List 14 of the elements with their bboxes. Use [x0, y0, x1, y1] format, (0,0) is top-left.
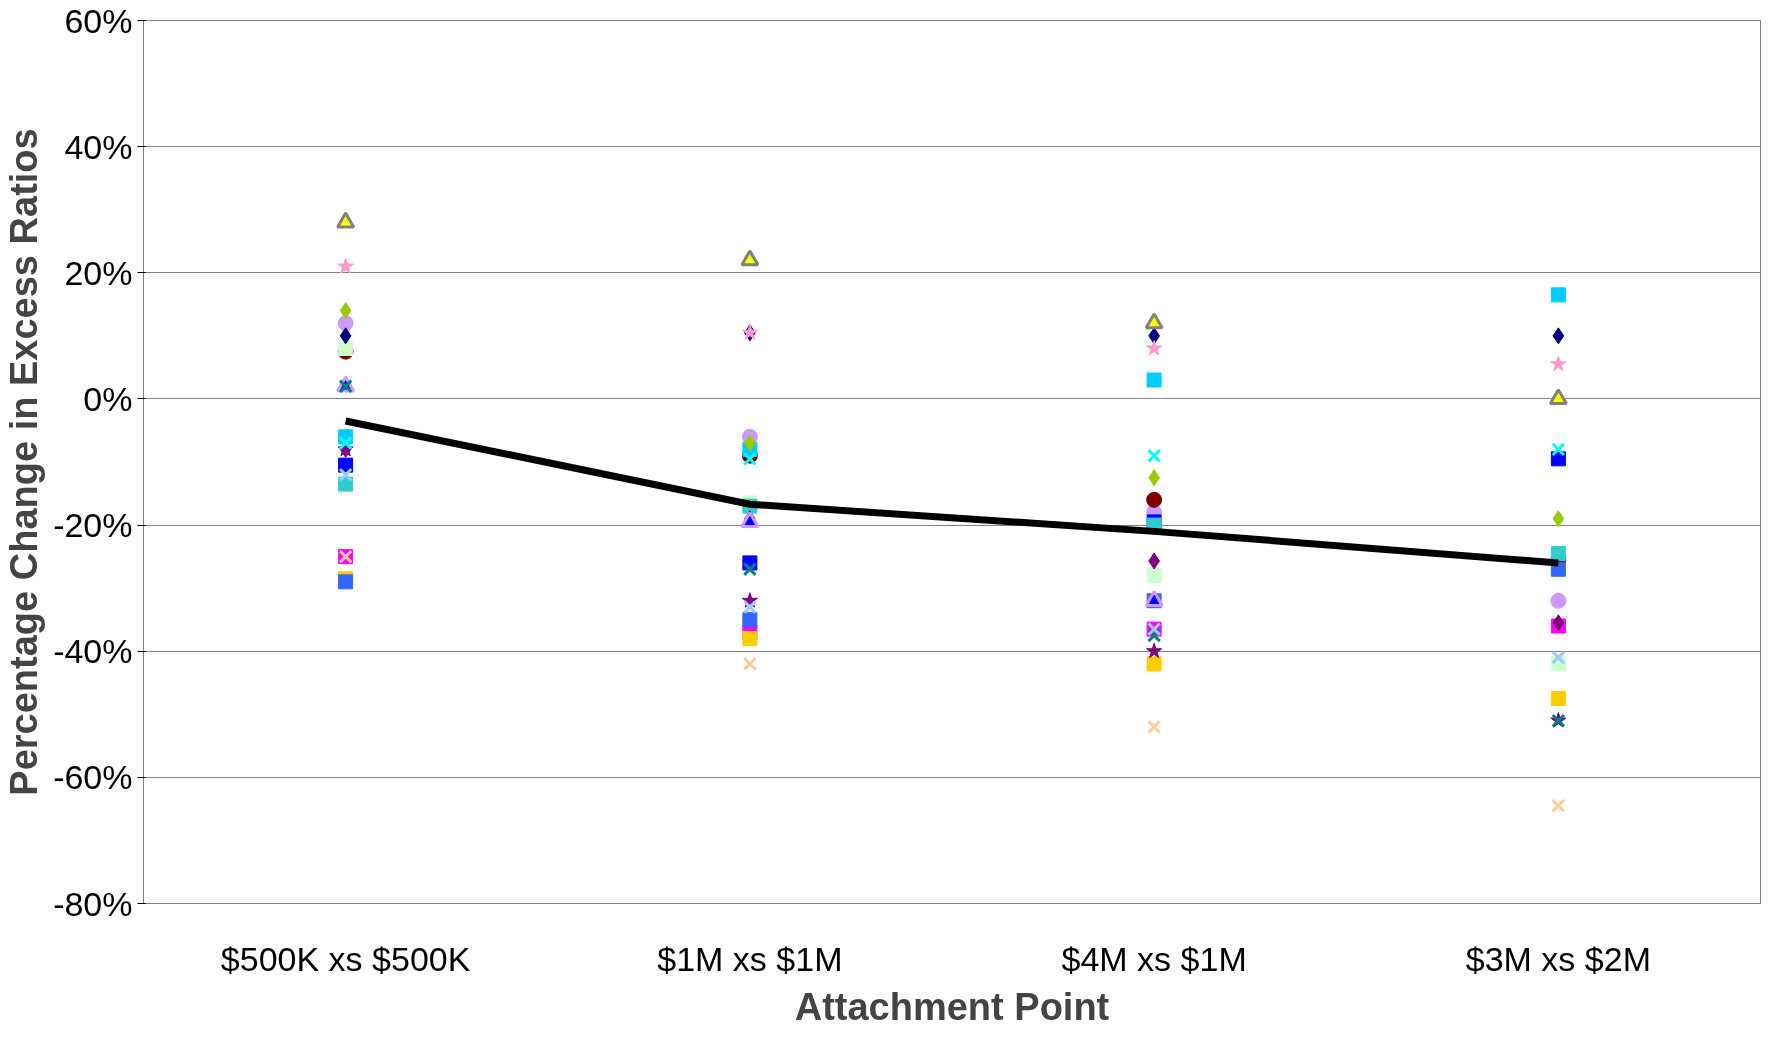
y-tick-label: 40% [64, 127, 133, 166]
y-tick-label: 0% [83, 379, 133, 418]
x-tick-label: $1M xs $1M [657, 939, 843, 978]
y-tick-label: -20% [53, 506, 133, 545]
x-tick-label: $4M xs $1M [1061, 939, 1247, 978]
y-axis-title: Percentage Change in Excess Ratios [3, 128, 46, 796]
x-tick-label: $3M xs $2M [1465, 939, 1651, 978]
x-axis-title: Attachment Point [794, 985, 1110, 1028]
y-tick-label: -80% [53, 884, 133, 923]
y-tick-label: 60% [64, 1, 133, 40]
y-tick-label: -60% [53, 758, 133, 797]
x-tick-label: $500K xs $500K [220, 939, 471, 978]
y-tick-label: -40% [53, 632, 133, 671]
y-tick-label: 20% [64, 253, 133, 292]
